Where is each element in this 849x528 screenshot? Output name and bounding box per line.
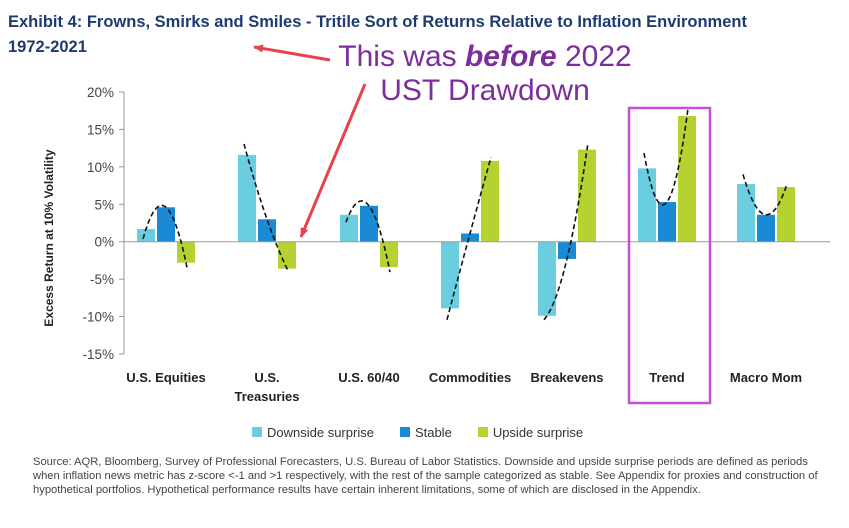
x-tick-label-line: U.S.: [254, 370, 279, 385]
annotation-line1-prefix: This was: [338, 40, 465, 73]
trend-curve: [742, 174, 788, 216]
arrow-to-treasuries: [299, 83, 367, 238]
bars: [124, 115, 830, 316]
trend-curve: [142, 204, 188, 268]
bar-downside: [638, 168, 656, 242]
x-tick-label-line: Breakevens: [531, 370, 604, 385]
annotation-callout: This was before 2022 UST Drawdown: [300, 40, 670, 108]
x-tick-label: Macro Mom: [730, 370, 802, 385]
x-tick-label-line: Treasuries: [234, 389, 299, 404]
bar-downside: [137, 228, 155, 242]
x-tick-label: Commodities: [429, 370, 511, 385]
bar-stable: [757, 214, 775, 242]
legend-swatch-downside: [252, 427, 262, 437]
trend-curves: [142, 108, 788, 321]
y-tick-label: -10%: [82, 310, 114, 325]
y-tick-label: -5%: [90, 272, 114, 287]
annotation-line1: This was before 2022: [300, 40, 670, 74]
bar-upside: [177, 241, 195, 263]
arrow-to-title: [253, 44, 331, 62]
y-tick-label: 10%: [87, 160, 114, 175]
bar-upside: [777, 187, 795, 242]
bar-upside: [578, 149, 596, 242]
trend-curve: [345, 200, 391, 273]
x-tick-label-line: Commodities: [429, 370, 511, 385]
bar-downside: [538, 241, 556, 316]
bar-downside: [737, 184, 755, 242]
bar-stable: [658, 202, 676, 242]
x-tick-label-line: U.S. 60/40: [338, 370, 399, 385]
legend-label-stable: Stable: [414, 424, 452, 440]
bar-downside: [441, 241, 459, 309]
y-axis-label: Excess Return at 10% Volatility: [42, 149, 56, 327]
legend-item-downside: Downside surprise: [252, 425, 374, 440]
y-tick-label: 5%: [94, 197, 114, 212]
trend-highlight-box: [627, 106, 712, 405]
x-tick-label: Trend: [649, 370, 684, 385]
y-tick-label: 20%: [87, 85, 114, 100]
x-tick-label: U.S. 60/40: [338, 370, 399, 385]
y-axis: 20% 15% 10% 5% 0% -5% -10% -15% Excess Return at…: [42, 85, 125, 362]
legend-item-upside: Upside surprise: [477, 424, 584, 440]
bar-stable: [258, 219, 276, 242]
legend-label-upside: Upside surprise: [492, 424, 584, 440]
bar-upside: [278, 241, 296, 269]
y-tick-label: 0%: [94, 235, 114, 250]
legend-label-downside: Downside surprise: [267, 424, 374, 440]
trend-curve: [243, 143, 289, 272]
bar-upside: [678, 115, 696, 242]
y-tick-label: 15%: [87, 122, 114, 137]
x-tick-label-line: Trend: [649, 370, 684, 385]
bar-downside: [238, 154, 256, 242]
x-tick-label-line: U.S. Equities: [126, 370, 205, 385]
bar-downside: [340, 214, 358, 242]
bar-stable: [461, 233, 479, 242]
annotation-line1-suffix: 2022: [556, 40, 632, 73]
bar-stable: [558, 241, 576, 259]
y-tick-label: -15%: [82, 347, 114, 362]
legend-swatch-stable: [399, 427, 410, 437]
source-note: Source: AQR, Bloomberg, Survey of Profes…: [33, 456, 818, 496]
bar-stable: [360, 205, 378, 242]
x-tick-label: U.S. Treasuries: [234, 370, 299, 404]
trend-curve: [446, 157, 492, 321]
legend-item-stable: Stable: [399, 424, 452, 440]
trend-curve: [643, 108, 689, 206]
legend-swatch-upside: [477, 427, 488, 437]
chart-legend: Downside surprise Stable Upside surprise: [252, 423, 583, 441]
annotation-emphasis: before: [464, 40, 557, 73]
x-tick-label-line: Macro Mom: [730, 370, 802, 385]
chart-title: Exhibit 4: Frowns, Smirks and Smiles - T…: [8, 13, 747, 56]
x-tick-label: U.S. Equities: [126, 370, 205, 385]
bar-upside: [481, 160, 499, 242]
x-tick-label: Breakevens: [531, 370, 604, 385]
x-axis: U.S. Equities U.S. Treasuries U.S. 60/40 Com…: [126, 370, 802, 404]
bar-stable: [157, 207, 175, 242]
annotation-line2: UST Drawdown: [380, 74, 590, 107]
